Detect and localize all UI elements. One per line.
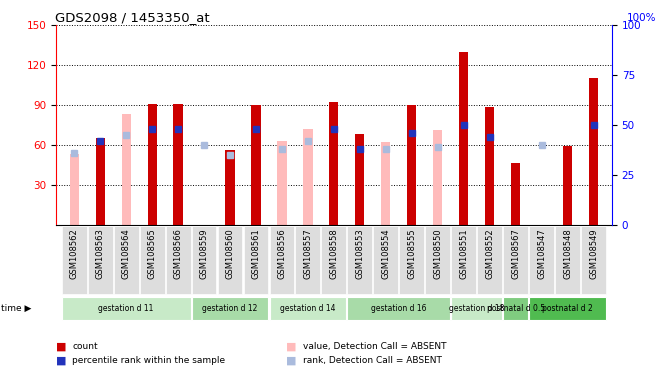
FancyBboxPatch shape [166,226,191,294]
FancyBboxPatch shape [322,226,346,294]
Bar [563,146,572,225]
Text: GSM108561: GSM108561 [251,228,261,279]
FancyBboxPatch shape [62,297,191,321]
Text: GSM108566: GSM108566 [174,228,182,279]
Bar [122,114,131,225]
FancyBboxPatch shape [529,226,554,294]
FancyBboxPatch shape [88,226,113,294]
Text: GSM108564: GSM108564 [122,228,130,279]
Text: GSM108557: GSM108557 [303,228,313,279]
FancyBboxPatch shape [347,297,450,321]
Text: GSM108549: GSM108549 [590,228,598,279]
Text: gestation d 14: gestation d 14 [280,304,336,313]
FancyBboxPatch shape [270,226,294,294]
FancyBboxPatch shape [581,226,606,294]
Text: GSM108555: GSM108555 [407,228,417,279]
Bar [278,141,286,225]
Bar [251,105,261,225]
Text: GSM108550: GSM108550 [434,228,442,279]
Bar [70,154,79,225]
Bar [589,78,598,225]
Bar [407,105,417,225]
FancyBboxPatch shape [191,226,216,294]
FancyBboxPatch shape [270,297,346,321]
Text: GSM108551: GSM108551 [459,228,468,279]
Text: gestation d 16: gestation d 16 [371,304,426,313]
Text: gestation d 12: gestation d 12 [202,304,258,313]
FancyBboxPatch shape [503,226,528,294]
Bar [95,138,105,225]
Text: postnatal d 2: postnatal d 2 [542,304,593,313]
Text: ■: ■ [56,342,66,352]
FancyBboxPatch shape [191,297,268,321]
Text: GSM108562: GSM108562 [70,228,78,279]
Text: rank, Detection Call = ABSENT: rank, Detection Call = ABSENT [303,356,442,365]
Text: GSM108559: GSM108559 [199,228,209,279]
Text: GSM108553: GSM108553 [355,228,365,279]
FancyBboxPatch shape [218,226,243,294]
FancyBboxPatch shape [529,297,606,321]
Text: ■: ■ [56,355,66,365]
Bar [486,108,494,225]
Text: count: count [72,342,98,351]
FancyBboxPatch shape [451,297,502,321]
Bar [511,164,520,225]
Text: GSM108567: GSM108567 [511,228,520,279]
Bar [330,102,338,225]
Bar [459,51,468,225]
Text: GSM108565: GSM108565 [147,228,157,279]
FancyBboxPatch shape [347,226,372,294]
Text: value, Detection Call = ABSENT: value, Detection Call = ABSENT [303,342,446,351]
FancyBboxPatch shape [477,226,502,294]
FancyBboxPatch shape [451,226,476,294]
Bar [226,150,234,225]
Text: GDS2098 / 1453350_at: GDS2098 / 1453350_at [55,11,210,24]
Text: GSM108547: GSM108547 [538,228,546,279]
Text: GSM108554: GSM108554 [382,228,390,279]
FancyBboxPatch shape [399,226,424,294]
Text: GSM108556: GSM108556 [278,228,286,279]
Text: GSM108548: GSM108548 [563,228,572,279]
FancyBboxPatch shape [295,226,320,294]
Text: percentile rank within the sample: percentile rank within the sample [72,356,226,365]
Bar [147,104,157,225]
FancyBboxPatch shape [139,226,164,294]
Text: GSM108563: GSM108563 [95,228,105,279]
Bar [355,134,365,225]
Text: ■: ■ [286,355,297,365]
Text: GSM108552: GSM108552 [486,228,494,279]
Text: 100%: 100% [627,13,657,23]
Bar [303,129,313,225]
FancyBboxPatch shape [555,226,580,294]
FancyBboxPatch shape [243,226,268,294]
Text: postnatal d 0.5: postnatal d 0.5 [487,304,545,313]
Text: GSM108558: GSM108558 [330,228,338,279]
Text: ■: ■ [286,342,297,352]
Bar [382,142,390,225]
FancyBboxPatch shape [425,226,450,294]
Text: gestation d 11: gestation d 11 [99,304,154,313]
FancyBboxPatch shape [114,226,139,294]
Text: gestation d 18: gestation d 18 [449,304,505,313]
Text: GSM108560: GSM108560 [226,228,234,279]
Bar [174,104,182,225]
FancyBboxPatch shape [62,226,87,294]
Bar [434,130,442,225]
FancyBboxPatch shape [374,226,398,294]
FancyBboxPatch shape [503,297,528,321]
Text: time ▶: time ▶ [1,304,31,313]
